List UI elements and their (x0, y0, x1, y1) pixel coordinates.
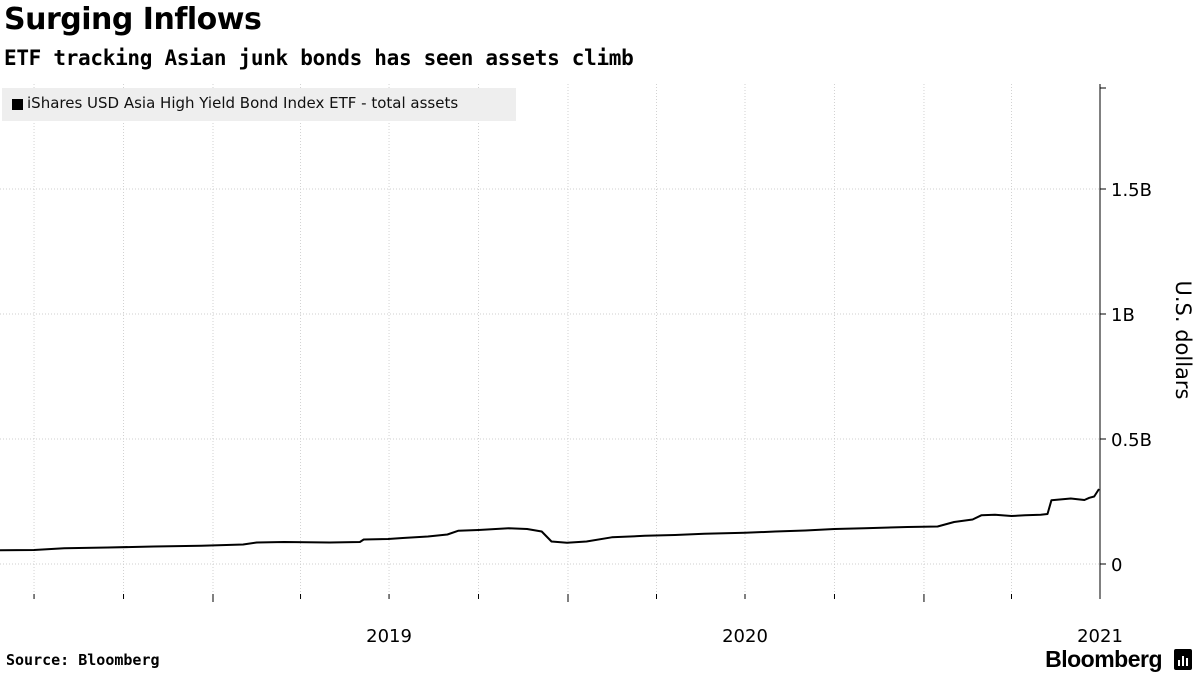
series-line (0, 488, 1100, 552)
series-layer (0, 488, 1100, 552)
brand-wordmark: Bloomberg (1045, 646, 1162, 672)
grid (0, 84, 1101, 594)
y-axis: 0 0.5B 1B 1.5B (1099, 84, 1152, 594)
legend-label: iShares USD Asia High Yield Bond Index E… (27, 94, 459, 112)
source-note: Source: Bloomberg (6, 651, 160, 669)
x-tick-label: 2020 (722, 626, 768, 647)
x-tick-label: 2019 (366, 626, 412, 647)
y-tick-label: 0.5B (1111, 430, 1152, 451)
bloomberg-logo-icon (1174, 649, 1192, 670)
legend-swatch (12, 99, 23, 110)
y-tick-label: 1.5B (1111, 180, 1152, 201)
x-axis: 2019 2020 2021 (33, 594, 1123, 647)
chart-title: Surging Inflows (4, 2, 262, 37)
y-axis-label: U.S. dollars (1171, 280, 1195, 399)
chart-subtitle: ETF tracking Asian junk bonds has seen a… (4, 46, 634, 70)
x-tick-label: 2021 (1077, 626, 1123, 647)
y-tick-label: 1B (1111, 305, 1135, 326)
y-tick-label: 0 (1111, 555, 1122, 576)
legend: iShares USD Asia High Yield Bond Index E… (2, 88, 516, 121)
